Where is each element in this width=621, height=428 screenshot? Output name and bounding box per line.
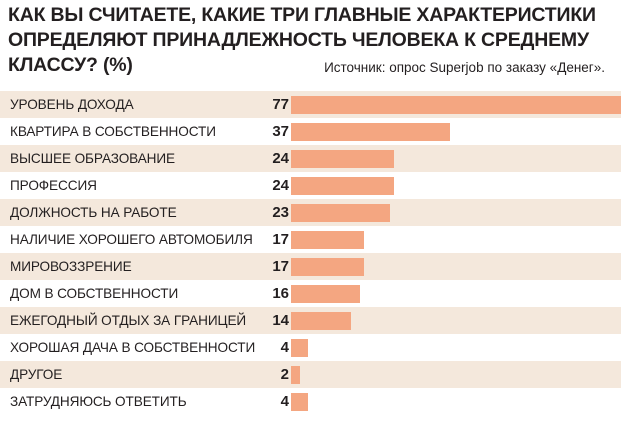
value-label: 24 [272, 177, 289, 194]
table-row: Уровень дохода 77 [0, 91, 621, 118]
source-note: Источник: опрос Superjob по заказу «Дене… [324, 60, 605, 75]
bar-chart: Уровень дохода 77 Квартира в собственности… [0, 91, 621, 415]
bar [291, 231, 364, 249]
table-row: Наличие хорошего автомобиля 17 [0, 226, 621, 253]
category-label: Хорошая дача в собственности [10, 340, 256, 355]
chart-title: КАК ВЫ СЧИТАЕТЕ, КАКИЕ ТРИ ГЛАВНЫЕ ХАРАК… [8, 4, 596, 76]
table-row: Другое 2 [0, 361, 621, 388]
bar [291, 123, 450, 141]
table-row: Затрудняюсь ответить 4 [0, 388, 621, 415]
category-label: Квартира в собственности [10, 124, 216, 139]
value-label: 4 [280, 393, 289, 410]
value-label: 17 [272, 258, 289, 275]
value-label: 17 [272, 231, 289, 248]
bar [291, 150, 394, 168]
table-row: Хорошая дача в собственности 4 [0, 334, 621, 361]
table-row: Квартира в собственности 37 [0, 118, 621, 145]
value-label: 2 [280, 366, 289, 383]
value-label: 14 [272, 312, 289, 329]
category-label: Ежегодный отдых за границей [10, 313, 247, 328]
value-label: 23 [272, 204, 289, 221]
table-row: Профессия 24 [0, 172, 621, 199]
bar [291, 339, 308, 357]
category-label: Мировоззрение [10, 259, 132, 274]
category-label: Другое [10, 367, 63, 382]
category-label: Высшее образование [10, 151, 176, 166]
bar [291, 312, 351, 330]
value-label: 24 [272, 150, 289, 167]
category-label: Профессия [10, 178, 97, 193]
bar [291, 96, 621, 114]
value-label: 4 [280, 339, 289, 356]
category-label: Дом в собственности [10, 286, 179, 301]
bar [291, 285, 360, 303]
value-label: 37 [272, 123, 289, 140]
category-label: Должность на работе [10, 205, 177, 220]
table-row: Ежегодный отдых за границей 14 [0, 307, 621, 334]
bar [291, 258, 364, 276]
category-label: Затрудняюсь ответить [10, 394, 187, 409]
table-row: Мировоззрение 17 [0, 253, 621, 280]
bar [291, 204, 390, 222]
bar [291, 366, 300, 384]
table-row: Должность на работе 23 [0, 199, 621, 226]
table-row: Высшее образование 24 [0, 145, 621, 172]
category-label: Наличие хорошего автомобиля [10, 232, 253, 247]
bar [291, 393, 308, 411]
value-label: 16 [272, 285, 289, 302]
value-label: 77 [272, 96, 289, 113]
table-row: Дом в собственности 16 [0, 280, 621, 307]
bar [291, 177, 394, 195]
category-label: Уровень дохода [10, 97, 134, 112]
